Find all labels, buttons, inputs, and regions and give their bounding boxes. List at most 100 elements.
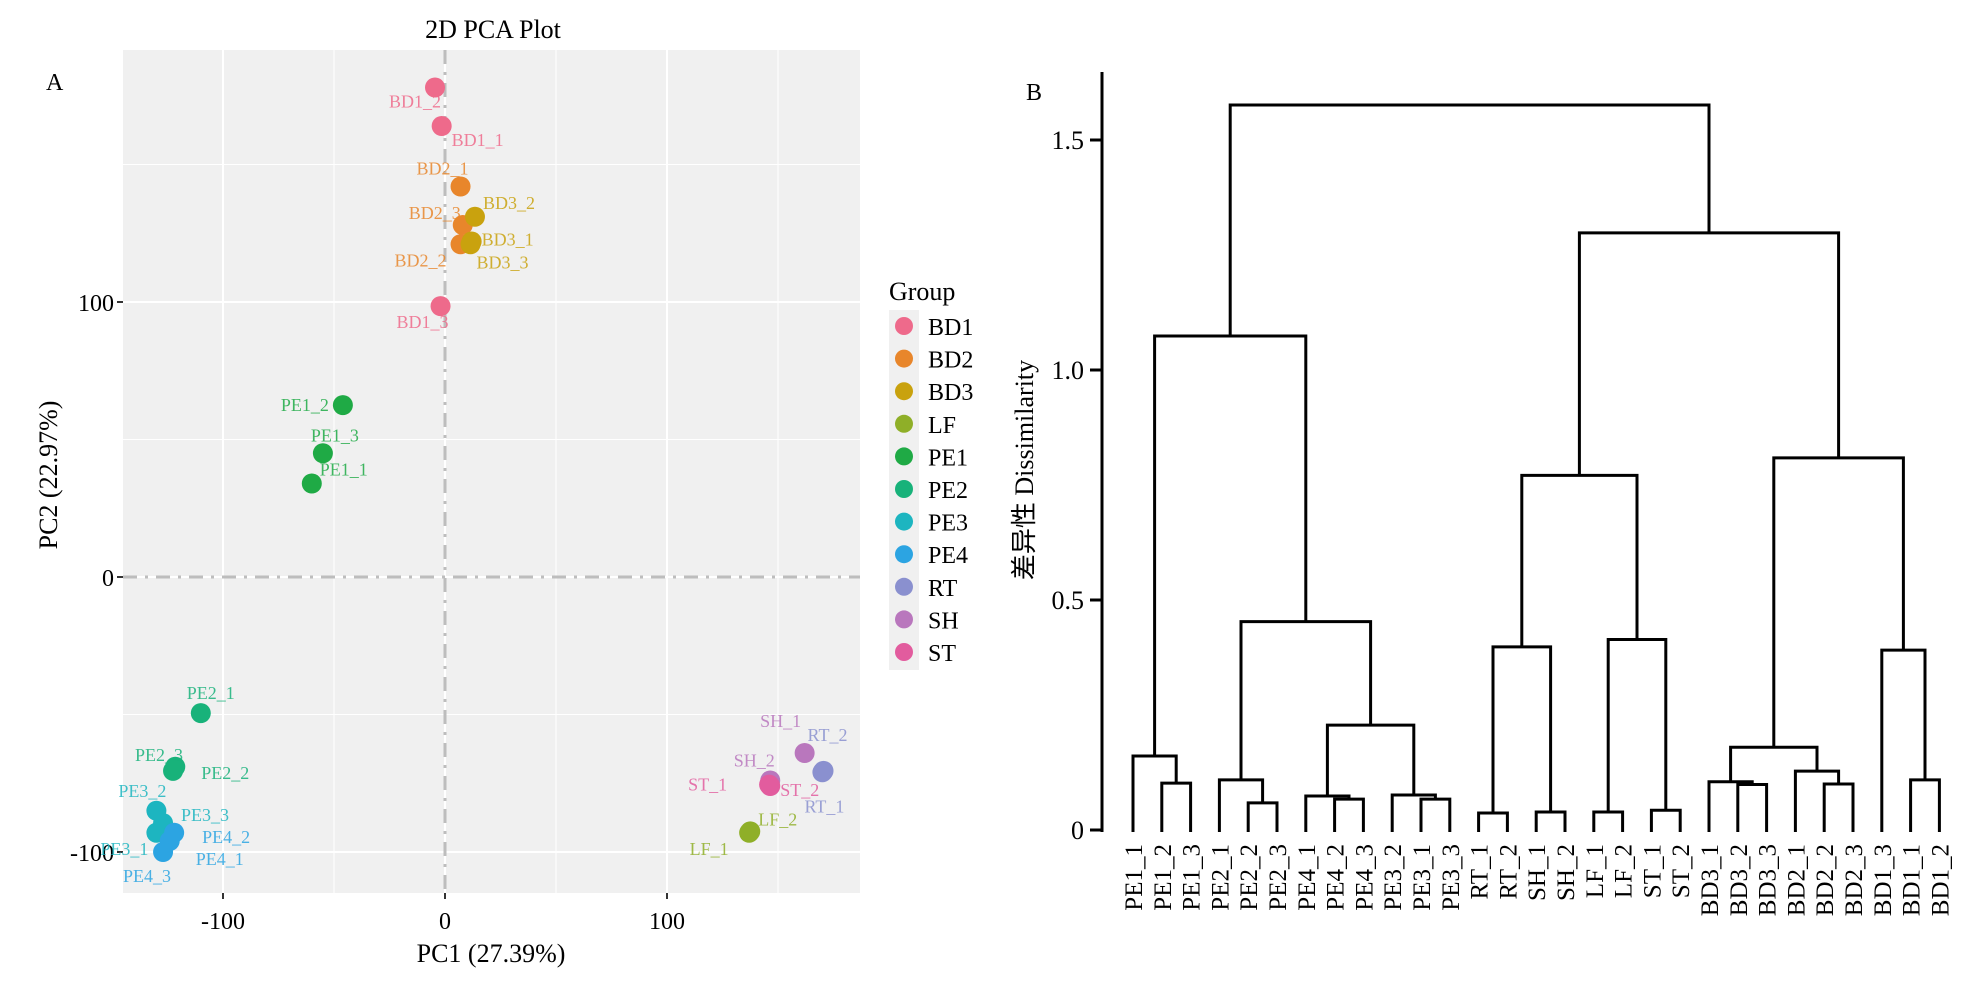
- point-label: RT_2: [808, 725, 848, 745]
- dendrogram-branch-t: [1707, 780, 1754, 832]
- dendrogram-branch-w: [1729, 745, 1819, 782]
- pca-title: 2D PCA Plot: [425, 15, 562, 44]
- data-point-pe4-3: [153, 842, 174, 862]
- dendrogram-branch-n: [1491, 645, 1553, 813]
- legend-label-pe1: PE1: [928, 445, 968, 471]
- dendrogram-branch-e: [1333, 797, 1365, 832]
- dendrogram-branch-l: [1477, 811, 1509, 832]
- leaf-label: PE4_2: [1323, 844, 1350, 911]
- legend-key-bd2: [895, 349, 913, 368]
- data-point-pe2-3: [163, 760, 184, 781]
- dendrogram-branch-u: [1822, 782, 1855, 832]
- legend-title: Group: [889, 277, 955, 306]
- point-label: PE4_2: [202, 827, 250, 847]
- point-label: PE3_1: [100, 839, 148, 859]
- pca-reference-lines: [123, 50, 860, 893]
- leaf-label: BD2_3: [1841, 844, 1868, 916]
- data-point-st-2: [760, 776, 781, 796]
- leaf-label: BD3_3: [1755, 844, 1782, 916]
- panel-label-a: A: [46, 70, 64, 96]
- point-label: LF_1: [690, 839, 729, 859]
- dendrogram-branch-o: [1592, 810, 1625, 832]
- point-label: BD1_1: [452, 130, 504, 150]
- dendrogram-y-ticks: 0 0.5 1.0 1.5: [1052, 126, 1102, 845]
- legend-key-bd1: [895, 317, 913, 335]
- y-tick-label: -100: [70, 841, 114, 867]
- point-label: PE2_1: [187, 683, 235, 703]
- dendrogram-branch-d: [1217, 778, 1265, 832]
- legend-label-pe2: PE2: [928, 478, 968, 504]
- dendrogram-branch-j: [1239, 620, 1373, 780]
- data-point-bd1-3: [430, 296, 451, 317]
- data-point-pe1-2: [332, 395, 353, 416]
- data-point-bd1-1: [431, 116, 452, 136]
- dendrogram-branches: [1131, 103, 1941, 832]
- legend-label-lf: LF: [928, 413, 956, 439]
- point-label: ST_2: [780, 780, 819, 800]
- data-point-bd3-2: [464, 206, 485, 227]
- dendrogram-branch-y: [1880, 648, 1927, 832]
- point-label: BD1_2: [389, 92, 441, 112]
- legend-key-lf: [895, 414, 913, 433]
- legend-key-pe2: [895, 480, 913, 498]
- leaf-label: RT_2: [1495, 844, 1522, 899]
- dendrogram-branch-root: [1228, 103, 1711, 336]
- point-label: PE1_2: [281, 395, 329, 415]
- dendrogram-y-axis-label: 差异性 Dissimilarity: [1010, 360, 1039, 580]
- legend-label-st: ST: [928, 641, 956, 667]
- legend-label-bd1: BD1: [928, 315, 973, 341]
- pca-point-labels: BD1_1 BD1_2 BD1_3 BD2_1 BD2_2 BD2_3 BD3_1 BD3_2…: [100, 92, 847, 887]
- x-tick-label: -100: [201, 909, 245, 935]
- x-tick-label: 0: [439, 909, 451, 935]
- pca-x-axis-label: PC1 (27.39%): [417, 939, 566, 968]
- leaf-label: ST_2: [1668, 844, 1695, 898]
- legend-label-pe3: PE3: [928, 511, 968, 537]
- data-point-bd3-3: [460, 234, 481, 255]
- dendrogram-branch-k: [1153, 334, 1308, 756]
- point-label: BD3_1: [482, 230, 534, 250]
- dendrogram-branch-g: [1419, 797, 1452, 832]
- point-label: PE2_2: [201, 763, 249, 783]
- pca-grid: [123, 50, 860, 893]
- leaf-label: PE1_1: [1121, 844, 1148, 911]
- data-point-pe1-1: [301, 473, 322, 494]
- dendrogram-branch-x: [1909, 778, 1941, 832]
- dendrogram-branch-p: [1649, 808, 1682, 832]
- data-point-pe4-2: [164, 822, 185, 843]
- dendrogram-branch-z: [1772, 456, 1905, 748]
- leaf-label: PE3_1: [1409, 844, 1436, 911]
- x-tick-label: 100: [649, 909, 685, 935]
- dendrogram-branch-aa: [1577, 231, 1841, 476]
- legend-label-pe4: PE4: [928, 543, 968, 569]
- point-label: BD1_3: [397, 312, 449, 332]
- leaf-label: RT_1: [1467, 844, 1494, 899]
- point-label: PE2_3: [135, 745, 183, 765]
- legend-key-st: [895, 643, 913, 661]
- point-label: BD3_3: [477, 252, 529, 272]
- leaf-label: PE2_2: [1236, 844, 1263, 911]
- leaf-label: PE3_3: [1438, 844, 1465, 911]
- legend-key-sh: [895, 610, 913, 629]
- data-point-pe2-1: [190, 703, 211, 724]
- point-label: PE4_3: [123, 866, 171, 886]
- dendrogram-branch-c: [1246, 801, 1279, 832]
- data-point-lf-2: [740, 821, 761, 842]
- point-label: RT_1: [804, 796, 844, 816]
- pca-y-axis-label: PC2 (22.97%): [34, 401, 63, 550]
- leaf-label: SH_2: [1553, 844, 1580, 901]
- point-label: PE3_2: [118, 781, 166, 801]
- dendrogram-leaf-labels: PE1_1 PE1_2 PE1_3 PE2_1 PE2_2 PE2_3 PE4_1 PE4_2…: [1121, 844, 1954, 916]
- dendrogram-tick-label: 0.5: [1052, 586, 1085, 615]
- leaf-label: PE1_3: [1179, 844, 1206, 911]
- dendrogram-branch-i: [1325, 723, 1416, 796]
- point-label: BD2_3: [409, 203, 461, 223]
- pca-points: [146, 77, 834, 862]
- dendrogram-tick-label: 1.5: [1052, 126, 1085, 155]
- dendrogram-branch-q: [1606, 638, 1668, 813]
- data-point-sh-1: [794, 743, 815, 763]
- data-point-pe1-3: [312, 443, 333, 464]
- legend-label-bd3: BD3: [928, 380, 973, 406]
- leaf-label: SH_1: [1524, 844, 1551, 901]
- leaf-label: PE4_1: [1294, 844, 1321, 911]
